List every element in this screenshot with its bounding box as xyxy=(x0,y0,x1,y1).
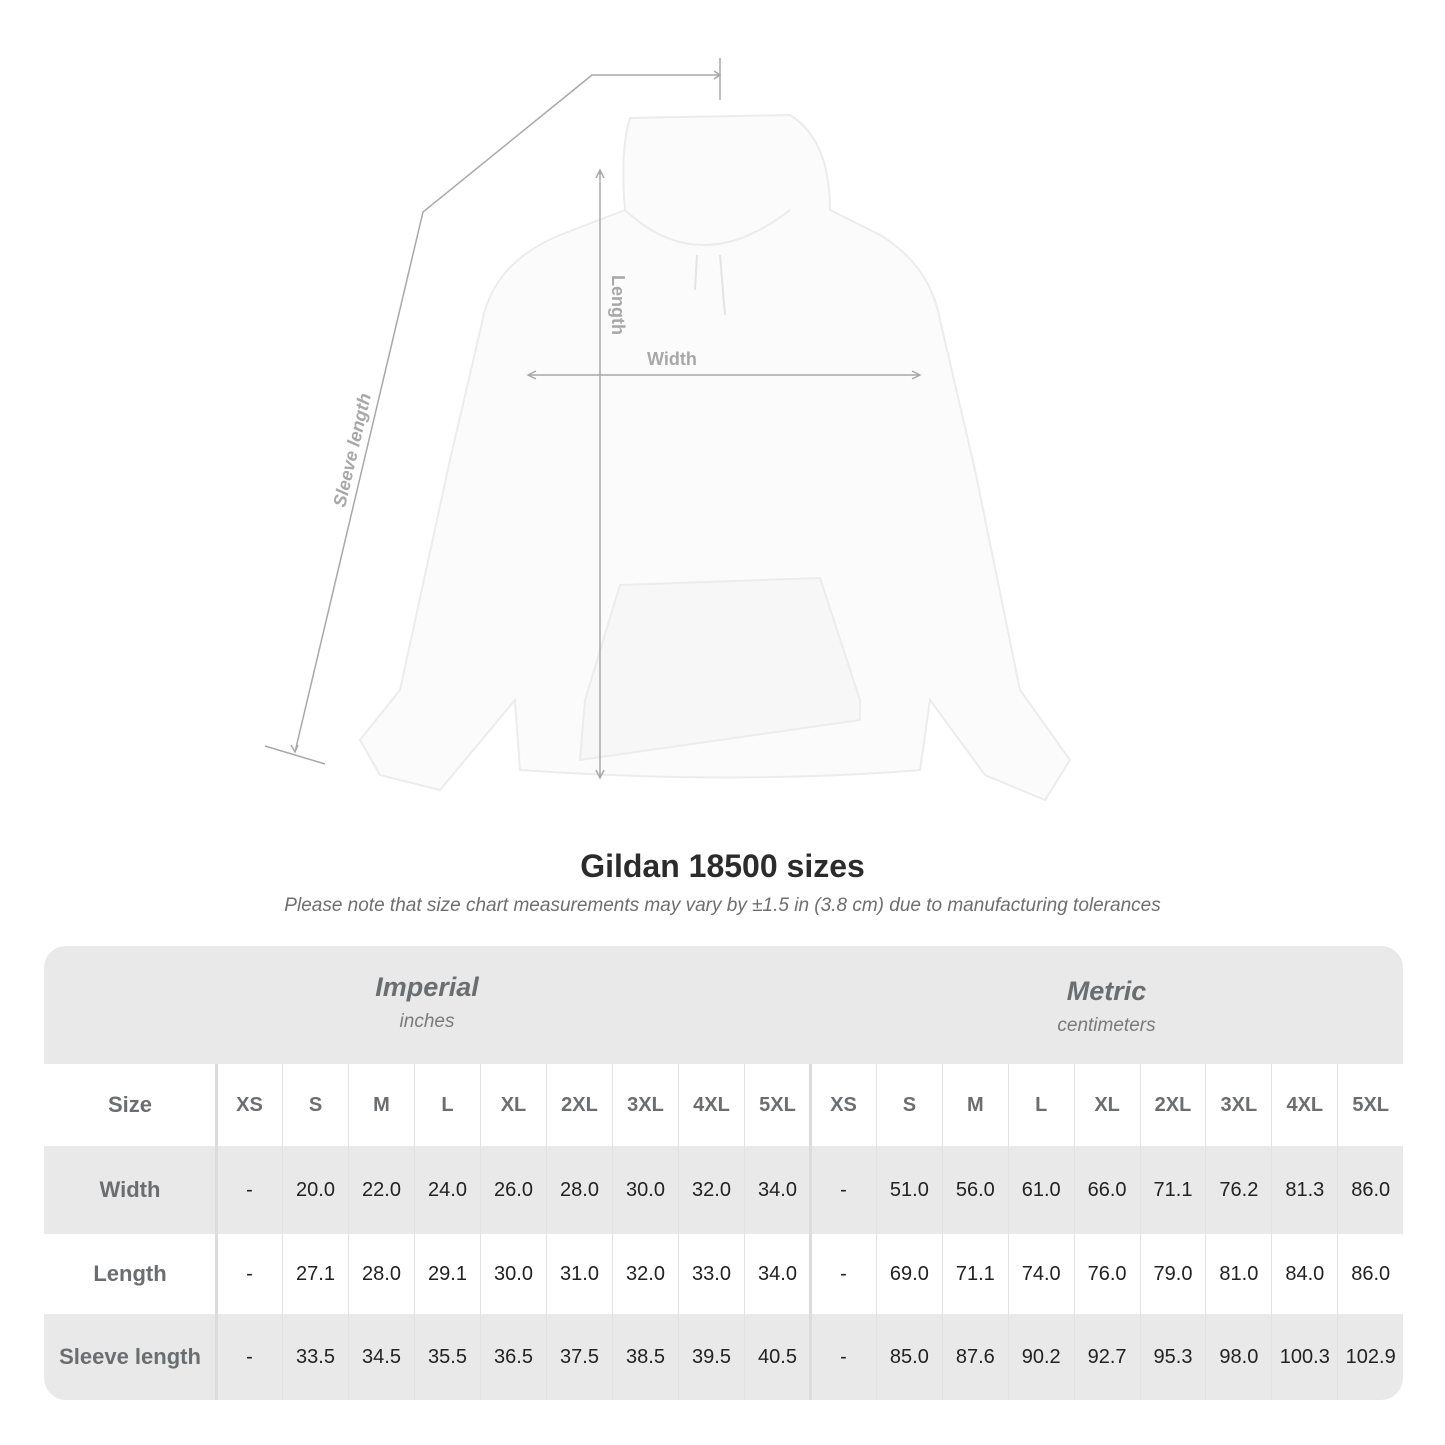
size-header-metric: XS xyxy=(810,1064,876,1146)
table-cell-imperial: - xyxy=(216,1234,282,1314)
size-header-metric: 4XL xyxy=(1271,1064,1337,1146)
hoodie-diagram: Length Width Sleeve length xyxy=(264,58,1072,802)
row-label: Length xyxy=(93,1261,167,1286)
table-cell-metric: 76.2 xyxy=(1205,1146,1271,1234)
imperial-unit: inches xyxy=(399,1011,455,1032)
table-cell-metric: 102.9 xyxy=(1337,1314,1403,1400)
size-header-metric: S xyxy=(875,1064,942,1146)
table-cell-imperial: 24.0 xyxy=(414,1146,480,1234)
table-cell-imperial: 34.0 xyxy=(744,1234,810,1314)
table-cell-metric: 79.0 xyxy=(1139,1234,1206,1314)
imperial-header: Imperial inches xyxy=(44,946,810,1064)
table-cell-metric: 66.0 xyxy=(1073,1146,1140,1234)
label-divider xyxy=(215,1064,218,1400)
metric-title: Metric xyxy=(1066,976,1147,1006)
size-header-imperial: M xyxy=(348,1064,414,1146)
table-cell-metric: - xyxy=(810,1234,876,1314)
table-cell-imperial: 33.0 xyxy=(678,1234,744,1314)
table-cell-imperial: 29.1 xyxy=(414,1234,480,1314)
table-cell-metric: 86.0 xyxy=(1337,1234,1403,1314)
size-header-imperial: 4XL xyxy=(678,1064,744,1146)
table-cell-metric: 95.3 xyxy=(1139,1314,1206,1400)
table-cell-imperial: 31.0 xyxy=(546,1234,612,1314)
table-cell-metric: 90.2 xyxy=(1007,1314,1074,1400)
table-cell-imperial: 22.0 xyxy=(348,1146,414,1234)
size-header-metric: XL xyxy=(1073,1064,1140,1146)
table-cell-imperial: 20.0 xyxy=(282,1146,348,1234)
table-cell-imperial: 37.5 xyxy=(546,1314,612,1400)
table-cell-metric: 71.1 xyxy=(1139,1146,1206,1234)
table-cell-imperial: 32.0 xyxy=(612,1234,678,1314)
table-cell-imperial: 27.1 xyxy=(282,1234,348,1314)
size-header-imperial: XL xyxy=(480,1064,546,1146)
table-cell-metric: 85.0 xyxy=(875,1314,942,1400)
table-cell-imperial: 35.5 xyxy=(414,1314,480,1400)
table-cell-imperial: 26.0 xyxy=(480,1146,546,1234)
page-title: Gildan 18500 sizes xyxy=(580,848,865,884)
sleeve-length-label: Sleeve length xyxy=(329,391,375,509)
size-header-metric: M xyxy=(941,1064,1008,1146)
table-row: Width -20.0 22.0 24.0 26.0 28.0 30.0 32.0 34.0-5… xyxy=(44,1146,1403,1234)
table-cell-metric: 98.0 xyxy=(1205,1314,1271,1400)
metric-unit: centimeters xyxy=(1057,1015,1156,1036)
table-cell-imperial: 34.5 xyxy=(348,1314,414,1400)
table-cell-metric: 61.0 xyxy=(1007,1146,1074,1234)
table-cell-metric: 51.0 xyxy=(875,1146,942,1234)
table-cell-imperial: 33.5 xyxy=(282,1314,348,1400)
length-label: Length xyxy=(608,275,628,335)
tolerance-note: Please note that size chart measurements… xyxy=(284,895,1161,916)
table-cell-metric: - xyxy=(810,1146,876,1234)
sleeve-length-line xyxy=(294,74,720,753)
imperial-title: Imperial xyxy=(375,972,479,1002)
size-header-imperial: 2XL xyxy=(546,1064,612,1146)
size-header-imperial: 3XL xyxy=(612,1064,678,1146)
table-cell-metric: 76.0 xyxy=(1073,1234,1140,1314)
table-row: Length -27.1 28.0 29.1 30.0 31.0 32.0 33.0 34.0-… xyxy=(44,1234,1403,1314)
size-header-imperial: L xyxy=(414,1064,480,1146)
table-cell-imperial: 28.0 xyxy=(348,1234,414,1314)
size-header-metric: L xyxy=(1007,1064,1074,1146)
table-cell-imperial: 32.0 xyxy=(678,1146,744,1234)
row-label: Sleeve length xyxy=(59,1344,201,1369)
size-header-row: Size XS S M L XL 2XL 3XL 4XL 5XL XS S M L XL 2XL 3XL 4XL 5… xyxy=(44,1064,1403,1146)
table-cell-metric: 56.0 xyxy=(941,1146,1008,1234)
size-label: Size xyxy=(107,1092,153,1117)
hoodie-illustration xyxy=(358,113,1072,802)
metric-header: Metric centimeters xyxy=(810,946,1403,1064)
table-cell-metric: 100.3 xyxy=(1271,1314,1337,1400)
width-label: Width xyxy=(647,349,697,369)
size-header-metric: 5XL xyxy=(1337,1064,1403,1146)
table-row: Sleeve length -33.5 34.5 35.5 36.5 37.5 38.5 39… xyxy=(44,1314,1403,1400)
table-cell-imperial: 30.0 xyxy=(612,1146,678,1234)
size-header-imperial: 5XL xyxy=(744,1064,810,1146)
table-cell-imperial: - xyxy=(216,1146,282,1234)
table-cell-metric: 81.3 xyxy=(1271,1146,1337,1234)
size-header-metric: 2XL xyxy=(1139,1064,1206,1146)
table-cell-imperial: 30.0 xyxy=(480,1234,546,1314)
table-cell-imperial: 28.0 xyxy=(546,1146,612,1234)
table-cell-imperial: 40.5 xyxy=(744,1314,810,1400)
table-cell-metric: 84.0 xyxy=(1271,1234,1337,1314)
table-cell-imperial: 38.5 xyxy=(612,1314,678,1400)
table-cell-metric: 74.0 xyxy=(1007,1234,1074,1314)
table-cell-metric: 92.7 xyxy=(1073,1314,1140,1400)
table-cell-metric: 86.0 xyxy=(1337,1146,1403,1234)
table-cell-metric: - xyxy=(810,1314,876,1400)
size-header-metric: 3XL xyxy=(1205,1064,1271,1146)
table-cell-imperial: - xyxy=(216,1314,282,1400)
row-label: Width xyxy=(99,1177,161,1202)
size-table: Imperial inches Metric centimeters Size X… xyxy=(44,946,1403,1400)
measure-lines xyxy=(264,58,922,780)
table-cell-metric: 87.6 xyxy=(941,1314,1008,1400)
size-header-imperial: XS xyxy=(216,1064,282,1146)
table-cell-imperial: 39.5 xyxy=(678,1314,744,1400)
table-cell-metric: 81.0 xyxy=(1205,1234,1271,1314)
table-cell-imperial: 36.5 xyxy=(480,1314,546,1400)
table-cell-metric: 71.1 xyxy=(941,1234,1008,1314)
table-cell-metric: 69.0 xyxy=(875,1234,942,1314)
unit-divider xyxy=(809,1064,812,1400)
table-cell-imperial: 34.0 xyxy=(744,1146,810,1234)
size-header-imperial: S xyxy=(282,1064,348,1146)
